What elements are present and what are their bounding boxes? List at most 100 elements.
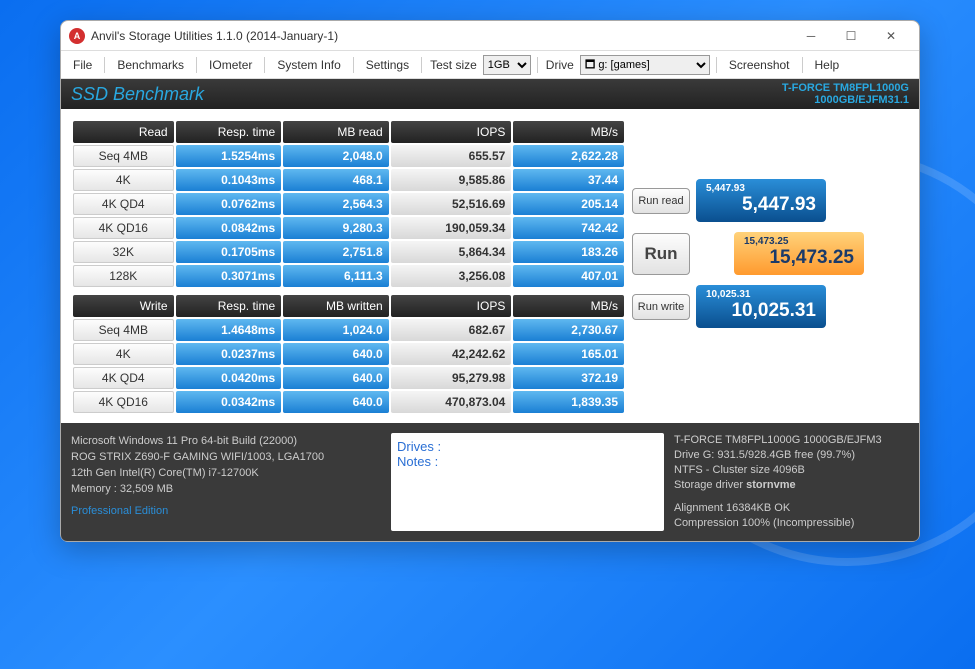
col-mbread: MB read [283,121,389,143]
sys-mem: Memory : 32,509 MB [71,481,381,497]
cell-resp: 0.0842ms [176,217,282,239]
cell-resp: 0.1705ms [176,241,282,263]
page-title: SSD Benchmark [71,84,204,105]
app-window: A Anvil's Storage Utilities 1.1.0 (2014-… [60,20,920,542]
table-row: 128K0.3071ms6,111.33,256.08407.01 [73,265,624,287]
write-score: 10,025.31 10,025.31 [696,285,826,328]
app-icon: A [69,28,85,44]
device-capacity: 1000GB/EJFM31.1 [782,94,909,106]
run-write-button[interactable]: Run write [632,294,690,320]
menu-benchmarks[interactable]: Benchmarks [111,56,190,74]
table-row: 4K QD160.0842ms9,280.3190,059.34742.42 [73,217,624,239]
testsize-label: Test size [430,58,477,72]
row-label: 4K QD16 [73,217,174,239]
col-resp: Resp. time [176,295,282,317]
close-button[interactable]: ✕ [871,22,911,50]
col-iops: IOPS [391,121,512,143]
col-mbwritten: MB written [283,295,389,317]
device-info: T-FORCE TM8FPL1000G 1000GB/EJFM31.1 [782,82,909,106]
table-row: 4K QD40.0420ms640.095,279.98372.19 [73,367,624,389]
result-tables: Read Resp. time MB read IOPS MB/s Seq 4M… [71,119,626,419]
drive-info: T-FORCE TM8FPL1000G 1000GB/EJFM3 Drive G… [674,433,909,531]
read-score-small: 5,447.93 [706,183,816,194]
cell-mbs: 165.01 [513,343,624,365]
write-title: Write [73,295,174,317]
cell-mb: 2,564.3 [283,193,389,215]
col-iops: IOPS [391,295,512,317]
total-score-big: 15,473.25 [744,247,854,269]
cell-resp: 0.1043ms [176,169,282,191]
menu-file[interactable]: File [67,56,98,74]
drv-driver: Storage driver stornvme [674,478,909,493]
cell-resp: 0.0762ms [176,193,282,215]
read-score: 5,447.93 5,447.93 [696,179,826,222]
run-read-button[interactable]: Run read [632,188,690,214]
sys-os: Microsoft Windows 11 Pro 64-bit Build (2… [71,433,381,449]
minimize-button[interactable]: ─ [791,22,831,50]
run-button[interactable]: Run [632,233,690,275]
cell-mbs: 2,622.28 [513,145,624,167]
cell-mb: 468.1 [283,169,389,191]
drive-label: Drive [546,58,574,72]
total-score: 15,473.25 15,473.25 [734,232,864,275]
cell-resp: 1.5254ms [176,145,282,167]
read-score-big: 5,447.93 [706,194,816,216]
cell-mb: 6,111.3 [283,265,389,287]
menu-systeminfo[interactable]: System Info [271,56,346,74]
cell-mbs: 37.44 [513,169,624,191]
cell-iops: 5,864.34 [391,241,512,263]
window-title: Anvil's Storage Utilities 1.1.0 (2014-Ja… [91,29,338,43]
menu-screenshot[interactable]: Screenshot [723,56,796,74]
titlebar[interactable]: A Anvil's Storage Utilities 1.1.0 (2014-… [61,21,919,51]
drv-compress: Compression 100% (Incompressible) [674,516,909,531]
cell-iops: 42,242.62 [391,343,512,365]
row-label: 32K [73,241,174,263]
system-info: Microsoft Windows 11 Pro 64-bit Build (2… [71,433,381,531]
cell-resp: 0.0420ms [176,367,282,389]
cell-mbs: 1,839.35 [513,391,624,413]
table-row: 4K0.1043ms468.19,585.8637.44 [73,169,624,191]
cell-mb: 9,280.3 [283,217,389,239]
cell-resp: 0.0342ms [176,391,282,413]
testsize-select[interactable]: 1GB [483,55,531,75]
cell-mbs: 183.26 [513,241,624,263]
menu-settings[interactable]: Settings [360,56,415,74]
drv-model: T-FORCE TM8FPL1000G 1000GB/EJFM3 [674,433,909,448]
write-table: Write Resp. time MB written IOPS MB/s Se… [71,293,626,415]
notes-box[interactable]: Drives : Notes : [391,433,664,531]
menu-help[interactable]: Help [809,56,846,74]
menu-iometer[interactable]: IOmeter [203,56,258,74]
row-label: Seq 4MB [73,145,174,167]
col-mbs: MB/s [513,295,624,317]
row-label: 128K [73,265,174,287]
notes-notes: Notes : [397,454,658,469]
cell-mbs: 372.19 [513,367,624,389]
row-label: 4K [73,169,174,191]
sys-mobo: ROG STRIX Z690-F GAMING WIFI/1003, LGA17… [71,449,381,465]
cell-iops: 682.67 [391,319,512,341]
row-label: 4K QD16 [73,391,174,413]
cell-mb: 2,751.8 [283,241,389,263]
maximize-button[interactable]: ☐ [831,22,871,50]
cell-iops: 3,256.08 [391,265,512,287]
cell-mbs: 2,730.67 [513,319,624,341]
col-mbs: MB/s [513,121,624,143]
table-row: 4K QD160.0342ms640.0470,873.041,839.35 [73,391,624,413]
total-score-small: 15,473.25 [744,236,854,247]
cell-mbs: 407.01 [513,265,624,287]
cell-iops: 655.57 [391,145,512,167]
cell-iops: 52,516.69 [391,193,512,215]
cell-iops: 95,279.98 [391,367,512,389]
notes-drives: Drives : [397,439,658,454]
table-row: Seq 4MB1.5254ms2,048.0655.572,622.28 [73,145,624,167]
row-label: 4K QD4 [73,193,174,215]
drive-select[interactable]: 🗖 g: [games] [580,55,710,75]
menubar: File Benchmarks IOmeter System Info Sett… [61,51,919,79]
footer: Microsoft Windows 11 Pro 64-bit Build (2… [61,423,919,541]
device-model: T-FORCE TM8FPL1000G [782,82,909,94]
drv-space: Drive G: 931.5/928.4GB free (99.7%) [674,448,909,463]
cell-iops: 470,873.04 [391,391,512,413]
cell-mb: 640.0 [283,343,389,365]
read-title: Read [73,121,174,143]
cell-mb: 1,024.0 [283,319,389,341]
